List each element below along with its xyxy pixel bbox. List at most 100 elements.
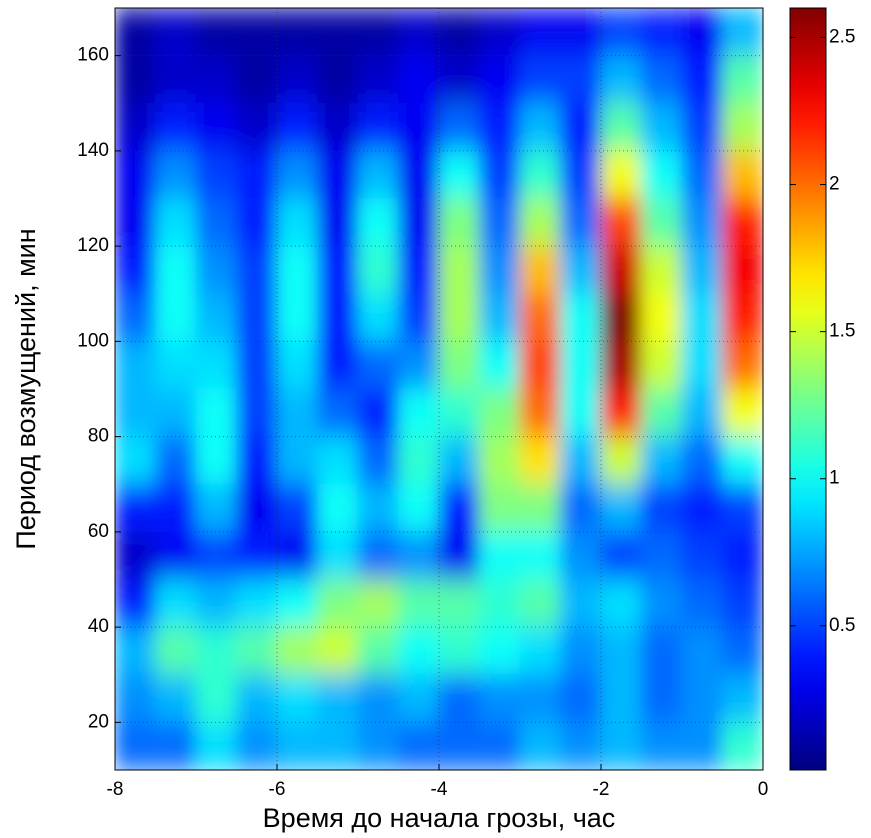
colorbar-tick-label: 1 [829,468,840,489]
heat-cell [681,483,723,533]
heat-cell [276,340,318,390]
heat-cell [317,388,359,438]
heat-cell [317,102,359,152]
heat-cell [519,674,561,723]
heat-cell [115,340,156,390]
heat-cell [641,245,683,295]
heat-cell [115,579,156,628]
heat-cell [519,245,561,295]
y-tick-label: 160 [77,45,109,66]
heat-cell [398,293,440,342]
heat-cell [641,388,683,438]
heat-cell [155,55,197,104]
heat-cell [560,293,602,342]
heat-cell [560,55,602,104]
heat-cell [195,531,237,580]
heat-cell [155,198,197,247]
heat-cell [641,198,683,247]
heat-cell [195,102,237,152]
heat-cell [317,721,359,770]
heat-cell [519,198,561,247]
heat-cell [600,674,642,723]
heat-cell [357,293,399,342]
heat-cell [357,102,399,152]
heat-cell [722,674,763,723]
x-tick-label: -2 [593,779,610,800]
heat-cell [195,483,237,533]
heat-cell [276,150,318,199]
heat-cell [600,293,642,342]
heat-cell [722,436,763,485]
heat-cell [438,55,480,104]
heat-cell [115,483,156,533]
heat-cell [560,198,602,247]
heat-cell [276,531,318,580]
y-axis-title: Период возмущений, мин [11,228,41,549]
heat-cell [115,721,156,770]
heat-cell [357,150,399,199]
heat-cell [195,55,237,104]
heat-cell [236,245,278,295]
heat-cell [398,55,440,104]
heat-cell [600,102,642,152]
heat-cell [479,198,521,247]
heat-cell [195,388,237,438]
heat-cell [276,626,318,676]
heat-cell [357,531,399,580]
heat-cell [317,198,359,247]
heat-cell [438,102,480,152]
heat-cell [236,150,278,199]
heat-cell [438,531,480,580]
heat-cell [600,721,642,770]
heat-cell [519,55,561,104]
heat-cell [681,293,723,342]
heat-cell [600,388,642,438]
heat-cell [276,8,318,57]
y-tick-label: 100 [77,330,109,351]
x-tick-label: 0 [758,779,769,800]
heat-cell [195,721,237,770]
heat-cell [641,721,683,770]
heat-cell [276,674,318,723]
heat-cell [398,483,440,533]
heat-cell [641,579,683,628]
heat-cell [357,340,399,390]
heat-cell [357,483,399,533]
heat-cell [722,626,763,676]
heat-cell [479,674,521,723]
heat-cell [317,483,359,533]
heat-cell [155,150,197,199]
heat-cell [155,245,197,295]
heat-cell [398,674,440,723]
heat-cell [641,8,683,57]
heat-cell [438,293,480,342]
heat-cell [317,579,359,628]
heat-cell [236,579,278,628]
heat-cell [398,721,440,770]
y-tick-label: 80 [88,426,109,447]
heat-cell [115,531,156,580]
heat-cell [398,245,440,295]
heat-cell [155,293,197,342]
heat-cell [479,626,521,676]
heat-cell [681,626,723,676]
heat-cell [722,102,763,152]
heat-cell [519,340,561,390]
heat-cell [195,245,237,295]
heat-cell [722,8,763,57]
heat-cell [560,674,602,723]
colorbar-tick-label: 2.5 [829,26,855,47]
heat-cell [722,721,763,770]
heat-cell [681,531,723,580]
heat-cell [398,579,440,628]
heat-cell [236,388,278,438]
heat-cell [641,674,683,723]
heat-cell [357,626,399,676]
heat-cell [115,388,156,438]
heat-cell [641,436,683,485]
heat-cell [195,436,237,485]
heat-cell [560,8,602,57]
heat-cell [681,8,723,57]
heat-cell [600,8,642,57]
heat-cell [641,626,683,676]
